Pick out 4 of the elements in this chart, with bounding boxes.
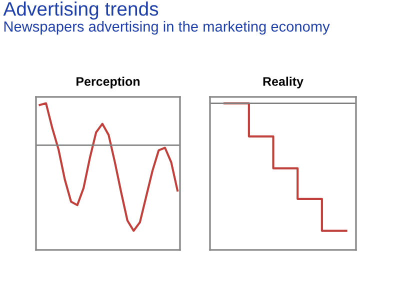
text: Advertising trends (3, 2, 158, 20)
chart-title: Perception (76, 76, 140, 88)
chart-title: Reality (263, 76, 304, 88)
text: Newspapers advertising in the marketing economy (4, 21, 330, 35)
